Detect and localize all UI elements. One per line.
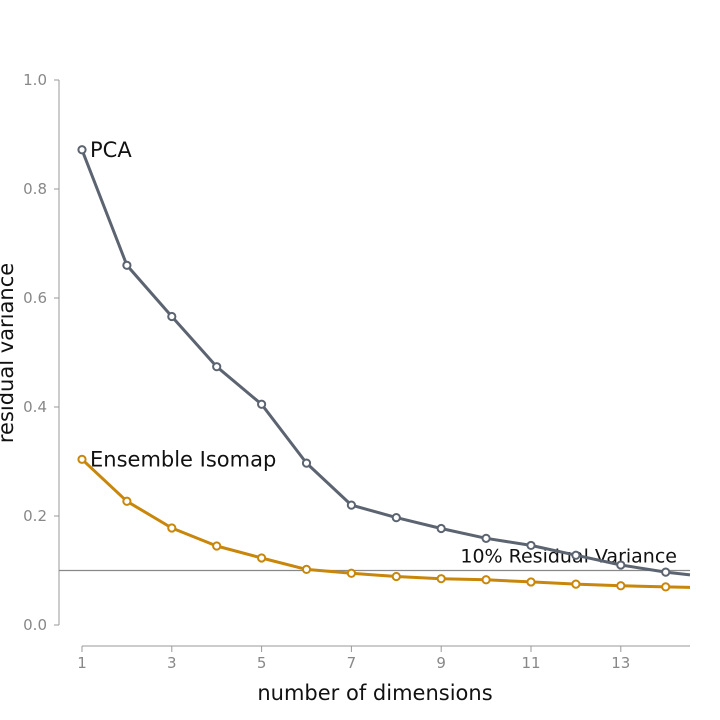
data-point [77, 454, 87, 464]
data-point [526, 577, 536, 587]
x-ticks: 1 3 5 7 9 11 13 [77, 646, 630, 672]
data-point [616, 581, 626, 591]
series-label: PCA [90, 138, 132, 162]
data-point [346, 500, 356, 510]
series-label: Ensemble Isomap [90, 447, 276, 471]
data-point [481, 533, 491, 543]
data-point [257, 399, 267, 409]
data-point [167, 523, 177, 533]
series-line [80, 458, 691, 589]
data-point [571, 550, 581, 560]
series-group [77, 145, 691, 592]
data-point [571, 579, 581, 589]
x-tick-label: 9 [436, 654, 446, 672]
series-line [80, 149, 691, 577]
data-point [661, 582, 671, 592]
data-point [481, 575, 491, 585]
y-ticks: 0.0 0.2 0.4 0.6 0.8 1.0 [23, 71, 59, 634]
data-point [661, 567, 671, 577]
data-point [167, 311, 177, 322]
data-point [122, 260, 132, 270]
data-point [301, 564, 312, 575]
x-tick-label: 11 [521, 654, 540, 672]
y-tick-label: 0.4 [23, 398, 47, 416]
data-point [391, 571, 401, 582]
series-0 [77, 145, 691, 577]
y-tick-label: 0.6 [23, 289, 47, 307]
reference-line-label: 10% Residual Variance [460, 546, 677, 568]
x-tick-label: 13 [611, 654, 630, 672]
data-point [212, 362, 222, 372]
data-point [77, 145, 87, 155]
data-point [346, 568, 356, 578]
data-point [436, 574, 446, 584]
y-axis-title: residual variance [0, 263, 18, 443]
x-tick-label: 5 [257, 654, 267, 672]
data-point [212, 541, 222, 551]
x-tick-label: 1 [77, 654, 87, 672]
data-point [616, 560, 626, 570]
x-axis-title: number of dimensions [257, 681, 492, 705]
data-point [436, 523, 446, 534]
data-point [122, 496, 132, 506]
y-tick-label: 1.0 [23, 71, 47, 89]
data-point [526, 540, 536, 551]
data-point [257, 553, 267, 563]
data-point [391, 513, 401, 523]
x-tick-label: 7 [347, 654, 357, 672]
y-tick-label: 0.2 [23, 507, 47, 525]
axes: 0.00.20.40.60.81.0 1 3 5 7 9 11 13 [23, 71, 690, 672]
x-tick-label: 3 [167, 654, 177, 672]
series-labels: PCA Ensemble Isomap [90, 138, 276, 472]
data-point [301, 458, 312, 468]
series-1 [77, 454, 691, 592]
y-tick-label: 0.0 [23, 616, 47, 634]
y-tick-label: 0.8 [23, 180, 47, 198]
